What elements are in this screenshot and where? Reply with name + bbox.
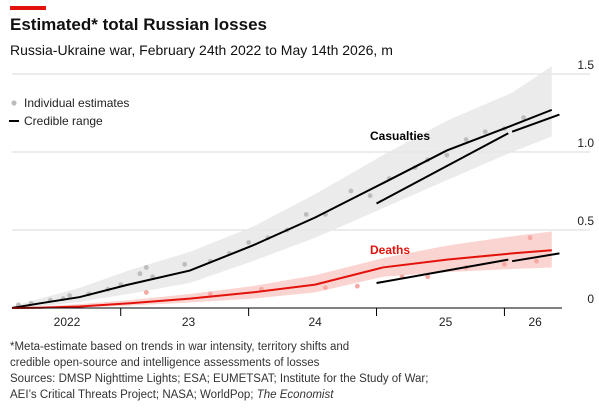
estimate-dot <box>521 115 527 121</box>
estimate-dot <box>502 261 507 267</box>
estimate-dot <box>207 291 213 297</box>
x-tick-label: 23 <box>182 315 196 329</box>
annotation: Casualties <box>370 129 430 143</box>
credible-band <box>12 231 552 308</box>
estimate-dot <box>137 271 143 277</box>
brand-bar <box>10 6 46 10</box>
legend-label: Individual estimates <box>24 96 129 110</box>
x-tick-label: 25 <box>439 315 453 329</box>
legend-symbol <box>11 100 17 106</box>
x-tick-label: 2022 <box>54 315 81 329</box>
estimate-dot <box>322 285 328 291</box>
y-tick-label: 0 <box>587 292 594 306</box>
estimate-dot <box>143 265 149 270</box>
footnote: *Meta-estimate based on trends in war in… <box>10 341 350 353</box>
series-line <box>376 113 560 205</box>
estimate-dot <box>425 274 431 280</box>
source: AEI’s Critical Threats Project; NASA; Wo… <box>10 389 333 401</box>
series-line <box>376 252 560 285</box>
chart-subtitle: Russia-Ukraine war, February 24th 2022 t… <box>10 42 393 58</box>
estimate-dot <box>67 293 72 298</box>
estimate-dot <box>348 188 354 194</box>
legend-label: Credible range <box>24 114 103 128</box>
estimate-dot <box>463 137 469 142</box>
source: AEI’s Critical Threats Project; NASA; Wo… <box>10 389 254 401</box>
estimate-dot <box>444 152 450 158</box>
y-tick-label: 1.0 <box>577 136 594 150</box>
estimate-dot <box>367 193 373 199</box>
source: The Economist <box>256 389 334 401</box>
estimate-dot <box>482 129 488 135</box>
estimate-dot <box>182 261 188 267</box>
footnote: credible open-source and intelligence as… <box>10 357 320 369</box>
x-tick-label: 24 <box>308 315 322 329</box>
x-tick-label: 26 <box>528 315 542 329</box>
y-tick-label: 0.5 <box>577 214 594 228</box>
plot: 0 0.5 1.0 1.5 2022 23 24 25 26 Individual estimat… <box>9 58 594 329</box>
y-tick-label: 1.5 <box>577 58 594 72</box>
estimate-dot <box>143 290 149 295</box>
estimate-dot <box>527 235 533 241</box>
chart-title: Estimated* total Russian losses <box>10 15 267 34</box>
estimate-dot <box>303 212 309 217</box>
estimate-dot <box>354 283 360 289</box>
series-line <box>11 108 553 309</box>
source: Sources: DMSP Nighttime Lights; ESA; EUM… <box>10 373 429 385</box>
estimate-dot <box>246 240 252 245</box>
annotation: Deaths <box>370 243 410 257</box>
estimate-dot <box>534 258 539 264</box>
series-line <box>11 249 552 309</box>
